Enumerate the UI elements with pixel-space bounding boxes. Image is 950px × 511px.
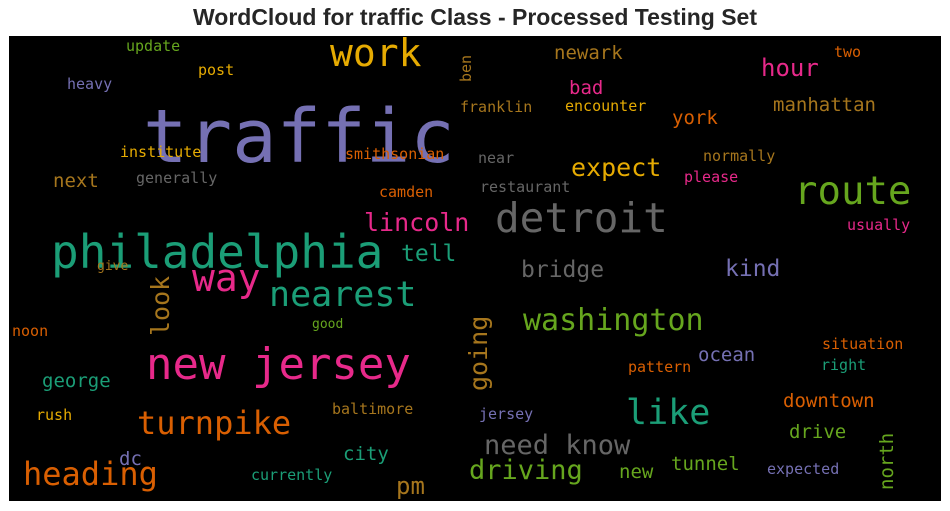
word-situation: situation	[822, 335, 903, 353]
word-expect: expect	[571, 153, 661, 182]
word-franklin: franklin	[460, 98, 532, 116]
word-institute: institute	[120, 143, 201, 161]
word-going: going	[464, 316, 493, 391]
word-encounter: encounter	[565, 97, 646, 115]
word-new: new	[619, 461, 654, 483]
word-nearest: nearest	[269, 275, 417, 315]
word-look: look	[146, 276, 175, 336]
word-two: two	[834, 43, 861, 61]
word-smithsonian: smithsonian	[345, 145, 444, 163]
word-ocean: ocean	[698, 344, 755, 366]
word-dc: dc	[119, 448, 142, 470]
word-newark: newark	[554, 42, 623, 64]
word-city: city	[343, 443, 389, 465]
word-post: post	[198, 61, 234, 79]
word-north: north	[876, 433, 898, 490]
word-pm: pm	[396, 472, 425, 500]
word-bad: bad	[569, 77, 603, 99]
word-new-jersey: new jersey	[146, 339, 411, 390]
word-way: way	[192, 256, 261, 300]
wordcloud-canvas: traffic philadelphia new jersey detroit rout…	[9, 36, 941, 501]
word-currently: currently	[251, 466, 332, 484]
word-need-know: need know	[484, 430, 631, 461]
word-right: right	[821, 356, 866, 374]
word-downtown: downtown	[783, 390, 875, 412]
word-washington: washington	[523, 303, 704, 338]
word-good: good	[312, 317, 343, 332]
word-usually: usually	[847, 216, 910, 234]
word-bridge: bridge	[521, 257, 604, 283]
word-give: give	[97, 259, 128, 274]
chart-title: WordCloud for traffic Class - Processed …	[192, 4, 758, 30]
word-pattern: pattern	[628, 358, 691, 376]
word-rush: rush	[36, 406, 72, 424]
word-next: next	[53, 170, 99, 192]
word-drive: drive	[789, 421, 846, 443]
word-jersey: jersey	[479, 405, 533, 423]
word-update: update	[126, 37, 180, 55]
word-hour: hour	[761, 54, 819, 82]
word-tell: tell	[401, 241, 456, 267]
word-noon: noon	[12, 322, 48, 340]
word-expected: expected	[767, 460, 839, 478]
word-manhattan: manhattan	[773, 94, 876, 116]
word-like: like	[626, 393, 710, 433]
word-near: near	[478, 149, 514, 167]
word-ben: ben	[457, 55, 475, 82]
word-please: please	[684, 168, 738, 186]
word-camden: camden	[379, 183, 433, 201]
word-kind: kind	[725, 256, 780, 282]
word-heading: heading	[23, 455, 158, 493]
word-driving: driving	[469, 455, 583, 486]
wordcloud-svg: traffic philadelphia new jersey detroit rout…	[12, 36, 911, 500]
word-lincoln: lincoln	[364, 208, 469, 237]
word-philadelphia: philadelphia	[51, 225, 383, 279]
word-york: york	[672, 107, 718, 129]
word-traffic: traffic	[143, 94, 455, 180]
word-detroit: detroit	[495, 194, 668, 242]
word-generally: generally	[136, 169, 217, 187]
word-heavy: heavy	[67, 75, 112, 93]
word-george: george	[42, 370, 111, 392]
word-route: route	[794, 169, 911, 214]
word-normally: normally	[703, 147, 775, 165]
word-turnpike: turnpike	[137, 404, 291, 442]
word-baltimore: baltimore	[332, 400, 413, 418]
word-work: work	[330, 36, 422, 75]
word-tunnel: tunnel	[671, 453, 740, 475]
word-restaurant: restaurant	[480, 178, 570, 196]
